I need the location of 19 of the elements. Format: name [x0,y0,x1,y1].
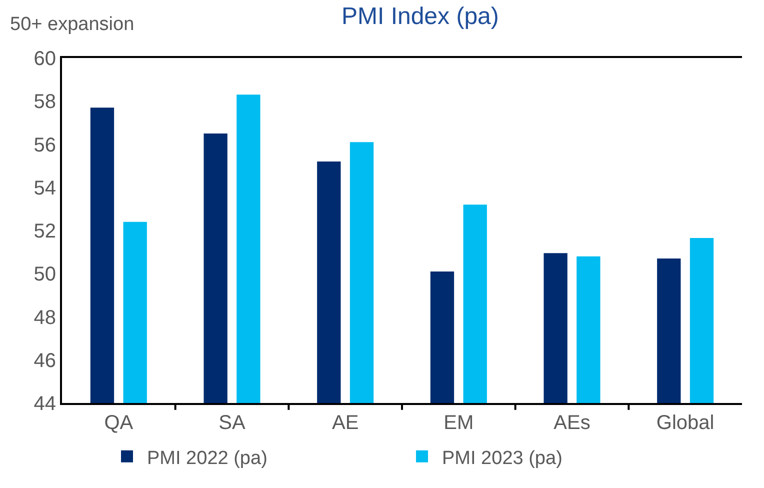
y-tick-label: 50 [34,264,56,286]
x-tick-label: AE [332,412,359,434]
y-tick-label: 44 [34,393,56,415]
y-tick-label: 58 [34,91,56,114]
x-tick-label: SA [218,412,246,434]
chart-title: PMI Index (pa) [341,3,499,30]
x-tick-label: EM [444,412,474,434]
x-tick-label: AEs [554,412,590,434]
y-tick-label: 60 [34,48,56,70]
y-tick-label: 54 [34,177,56,200]
text: 50+ expansion [10,14,134,35]
y-tick-label: 56 [34,134,56,156]
y-tick-label: 46 [34,350,56,372]
y-tick-label: 48 [34,306,56,329]
x-tick-label: QA [104,412,134,434]
x-tick-label: Global [656,412,714,434]
y-tick-label: 52 [34,220,56,242]
legend-label: PMI 2022 (pa) [147,448,268,469]
legend-label: PMI 2023 (pa) [442,448,562,469]
